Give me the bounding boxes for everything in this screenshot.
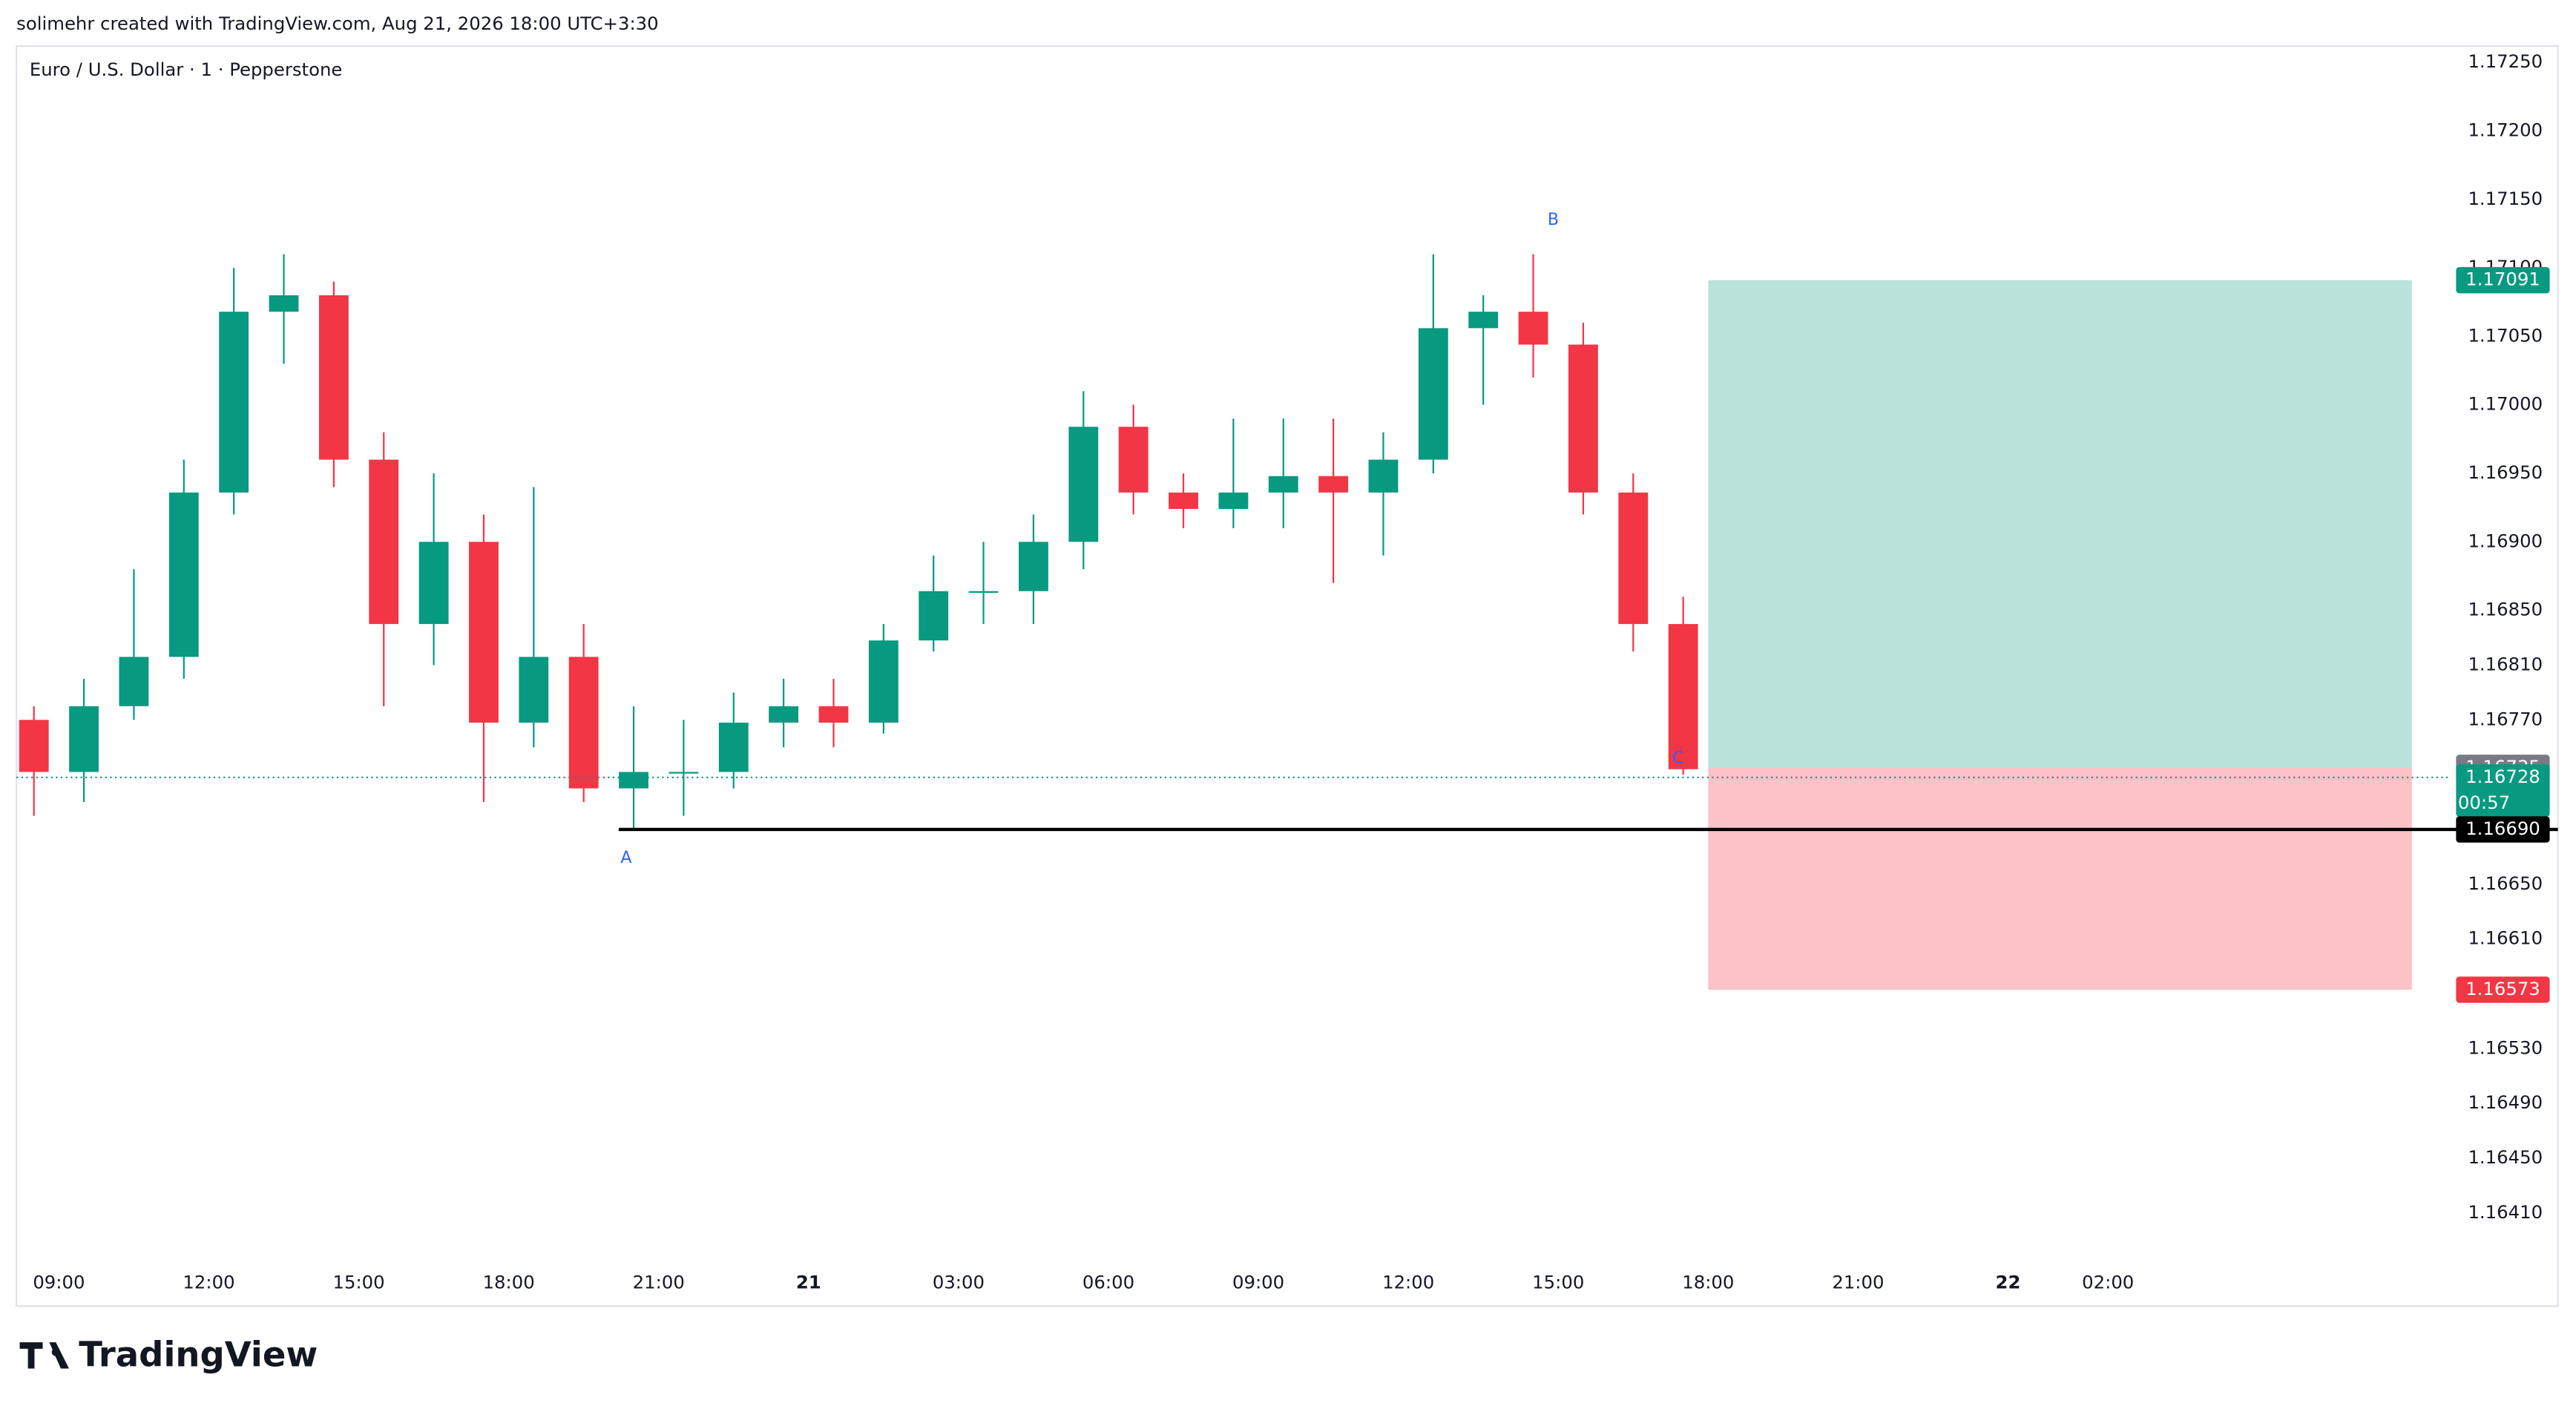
last-price-label-countdown: 00:57 <box>2458 792 2510 813</box>
candle-body <box>868 640 898 723</box>
x-tick-label: 09:00 <box>1232 1271 1284 1292</box>
y-tick-label: 1.16850 <box>2468 599 2543 620</box>
take-profit-label-text: 1.17091 <box>2465 269 2540 290</box>
candle-body <box>1019 542 1048 591</box>
candle-body <box>168 492 199 657</box>
y-tick-label: 1.17200 <box>2468 119 2543 140</box>
logo-text: TradingView <box>79 1335 318 1375</box>
x-tick-label: 21:00 <box>633 1271 685 1292</box>
candle-body <box>19 720 49 772</box>
chart-title: Euro / U.S. Dollar · 1 · Pepperstone <box>30 59 343 80</box>
candle-body <box>119 657 149 706</box>
stop-loss-label: 1.16573 <box>2456 976 2550 1003</box>
x-tick-label: 15:00 <box>1532 1271 1584 1292</box>
candle-body <box>568 657 599 789</box>
candle-body <box>1468 312 1499 329</box>
x-tick-label: 15:00 <box>332 1271 384 1292</box>
last-price-label: 1.16728 00:57 <box>2456 764 2550 817</box>
candle-body <box>619 772 648 789</box>
y-tick-label: 1.16810 <box>2468 653 2543 674</box>
wave-label: B <box>1548 210 1559 229</box>
stop-loss-label-text: 1.16573 <box>2465 978 2540 999</box>
candle-body <box>219 312 249 493</box>
y-tick-label: 1.16450 <box>2468 1146 2543 1168</box>
y-tick-label: 1.17250 <box>2468 50 2543 72</box>
y-tick-label: 1.17050 <box>2468 324 2543 346</box>
hline-label-text: 1.16690 <box>2465 818 2540 839</box>
wave-label: A <box>620 848 631 867</box>
y-tick-label: 1.16530 <box>2468 1037 2543 1058</box>
candle-body <box>269 295 299 312</box>
wave-label: C <box>1672 748 1683 767</box>
hline-label-bg <box>2456 816 2550 843</box>
candle-body <box>1618 492 1649 625</box>
candle-body <box>469 542 499 723</box>
candle-body <box>919 591 949 641</box>
candle-body <box>1169 492 1198 509</box>
logo-dot <box>51 1347 60 1356</box>
candle-body <box>1218 492 1249 509</box>
x-tick-label: 12:00 <box>183 1271 234 1292</box>
x-tick-label: 18:00 <box>483 1271 535 1292</box>
candle-body <box>369 459 399 625</box>
candle-body <box>1368 459 1399 493</box>
x-tick-label: 12:00 <box>1382 1271 1434 1292</box>
candle-body <box>519 657 549 723</box>
x-tick-label: 21 <box>796 1271 821 1292</box>
candle-body <box>718 722 749 772</box>
y-tick-label: 1.17150 <box>2468 188 2543 209</box>
x-tick-label: 03:00 <box>933 1271 985 1292</box>
candle-body <box>1268 476 1298 493</box>
candle-body <box>818 706 849 723</box>
candle-body <box>1068 427 1099 542</box>
y-tick-label: 1.16650 <box>2468 873 2543 894</box>
header: solimehr created with TradingView.com, A… <box>16 13 659 34</box>
stop-loss-label-bg <box>2456 976 2550 1003</box>
take-profit-label: 1.17091 <box>2456 266 2550 294</box>
y-tick-label: 1.17000 <box>2468 393 2543 415</box>
candle-body <box>418 542 449 625</box>
x-tick-label: 22 <box>1996 1271 2021 1292</box>
hline-label: 1.16690 <box>2456 816 2550 843</box>
x-tick-label: 21:00 <box>1832 1271 1884 1292</box>
candle-body <box>1518 312 1548 345</box>
chart-frame <box>16 45 2559 1307</box>
y-tick-label: 1.16490 <box>2468 1091 2543 1113</box>
candle-body <box>668 772 699 774</box>
stop-loss-zone <box>1708 767 2412 990</box>
candle-body <box>1318 476 1349 493</box>
x-tick-label: 06:00 <box>1082 1271 1134 1292</box>
candle-body <box>1418 328 1448 460</box>
x-tick-label: 02:00 <box>2082 1271 2134 1292</box>
y-tick-label: 1.16410 <box>2468 1201 2543 1223</box>
last-price-label-bg <box>2456 764 2550 817</box>
take-profit-label-bg <box>2456 266 2550 294</box>
candle-body <box>1118 427 1149 493</box>
candle-body <box>1568 344 1598 493</box>
candle-body <box>1668 624 1698 769</box>
logo-icon <box>19 1342 70 1369</box>
y-tick-label: 1.16770 <box>2468 708 2543 729</box>
y-tick-label: 1.16950 <box>2468 461 2543 483</box>
last-price-label-text: 1.16728 <box>2465 766 2540 787</box>
x-tick-label: 09:00 <box>33 1271 85 1292</box>
take-profit-zone <box>1708 280 2412 768</box>
candle-body <box>69 706 99 772</box>
y-tick-label: 1.16610 <box>2468 927 2543 949</box>
x-tick-label: 18:00 <box>1682 1271 1734 1292</box>
logo: TradingView <box>19 1335 318 1375</box>
candle-body <box>769 706 799 723</box>
candle-body <box>318 295 349 460</box>
candle-body <box>968 591 999 593</box>
y-tick-label: 1.16900 <box>2468 530 2543 551</box>
